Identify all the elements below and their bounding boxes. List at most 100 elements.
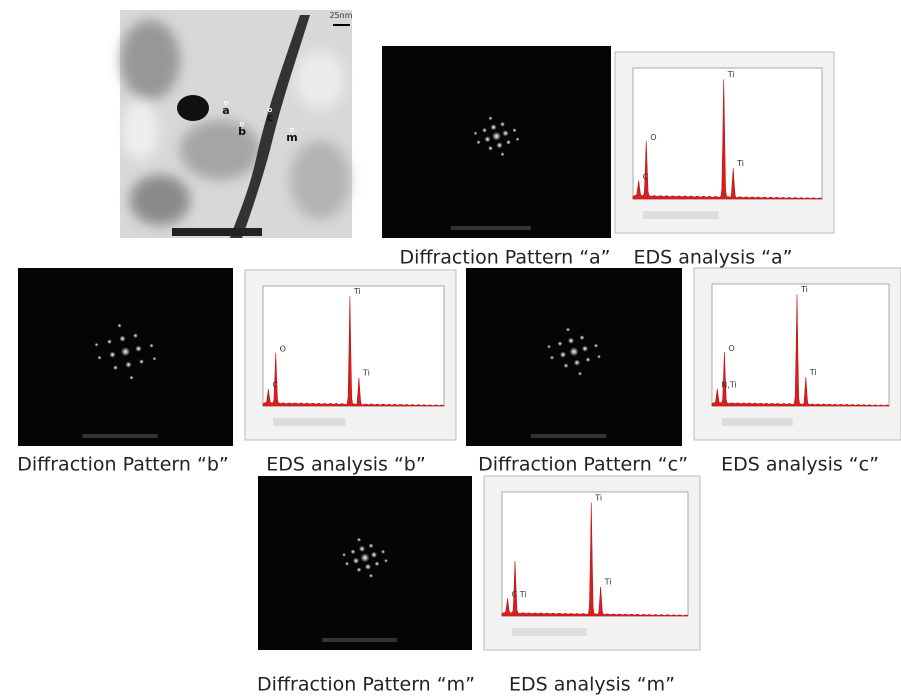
diffraction-spot xyxy=(107,339,112,344)
image-footer xyxy=(451,226,531,230)
diffraction-spot xyxy=(384,559,388,563)
peak-label: O xyxy=(280,345,286,354)
peak-label: C xyxy=(272,381,278,390)
diffraction-spot xyxy=(488,146,493,151)
caption: Diffraction Pattern “b” xyxy=(17,454,228,476)
diffraction-spot xyxy=(109,352,115,358)
image-footer xyxy=(322,638,397,642)
diffraction-spot xyxy=(547,345,551,349)
caption: Diffraction Pattern “m” xyxy=(257,674,475,696)
diffraction-image xyxy=(258,476,472,650)
diffraction-spot xyxy=(129,376,133,380)
plot-frame xyxy=(712,284,889,406)
peak-label: N,Ti xyxy=(721,380,736,389)
diffraction-panel xyxy=(258,476,472,650)
diffraction-spot xyxy=(139,359,144,364)
peak-label: Ti xyxy=(604,578,612,587)
peak-label: Ti xyxy=(727,70,735,79)
diffraction-spot xyxy=(482,128,487,133)
diffraction-spot xyxy=(560,352,566,358)
image-footer xyxy=(531,434,607,438)
caption: EDS analysis “c” xyxy=(721,454,879,476)
plot-footer xyxy=(643,211,719,219)
diffraction-panel xyxy=(382,46,611,238)
diffraction-spot xyxy=(582,346,588,352)
diffraction-spot xyxy=(345,562,349,566)
peak-label: Ti xyxy=(362,369,370,378)
point-label: c xyxy=(267,111,274,124)
peak-label: Ti xyxy=(800,285,808,294)
diffraction-spot xyxy=(506,140,511,145)
diffraction-spot xyxy=(351,549,356,554)
plot-footer xyxy=(273,418,345,426)
diffraction-spot xyxy=(113,365,118,370)
diffraction-spot xyxy=(512,128,516,132)
diffraction-spot xyxy=(488,116,492,120)
diffraction-spot xyxy=(117,324,121,328)
diffraction-spot xyxy=(570,347,579,356)
caption: EDS analysis “a” xyxy=(633,247,792,269)
diffraction-image xyxy=(382,46,611,238)
figure: 25nm ab cm Diffraction Pattern “a” C O Ti Ti ED… xyxy=(0,0,901,698)
diffraction-spot xyxy=(375,561,380,566)
diffraction-spot xyxy=(149,344,153,348)
diffraction-spot xyxy=(580,335,585,340)
caption: Diffraction Pattern “a” xyxy=(399,247,610,269)
peak-label: Ti xyxy=(809,368,817,377)
plot-footer xyxy=(722,418,793,426)
peak-label: C Ti xyxy=(512,590,527,599)
peak-label: O xyxy=(728,344,734,353)
point-label: a xyxy=(222,104,229,117)
diffraction-spot xyxy=(381,550,385,554)
diffraction-spot xyxy=(95,343,99,347)
diffraction-spot xyxy=(135,346,141,352)
diffraction-panel xyxy=(466,268,682,446)
diffraction-spot xyxy=(119,336,125,342)
diffraction-spot xyxy=(586,357,591,362)
diffraction-spot xyxy=(153,357,157,361)
diffraction-spot xyxy=(342,553,346,557)
diffraction-image xyxy=(466,268,682,446)
diffraction-spot xyxy=(125,362,131,368)
diffraction-spot xyxy=(558,341,563,346)
caption: EDS analysis “m” xyxy=(509,674,675,696)
diffraction-spot xyxy=(361,553,370,562)
plot-frame xyxy=(263,286,444,406)
caption: EDS analysis “b” xyxy=(266,454,425,476)
point-label: b xyxy=(238,125,246,138)
diffraction-spot xyxy=(369,574,373,578)
eds-panel: C O Ti Ti xyxy=(245,270,456,440)
micrograph: 25nm xyxy=(120,10,353,238)
diffraction-spot xyxy=(353,558,359,564)
diffraction-spot xyxy=(357,538,361,542)
diffraction-spot xyxy=(484,136,490,142)
caption: Diffraction Pattern “c” xyxy=(478,454,688,476)
eds-panel: N,Ti O Ti Ti xyxy=(694,268,901,440)
peak-label: Ti xyxy=(736,159,744,168)
plot-frame xyxy=(502,492,688,616)
peak-label: Ti xyxy=(353,287,361,296)
plot-frame xyxy=(633,68,822,199)
diffraction-spot xyxy=(568,338,574,344)
diffraction-spot xyxy=(578,372,582,376)
diffraction-spot xyxy=(365,564,371,570)
diffraction-spot xyxy=(516,137,520,141)
diffraction-spot xyxy=(474,131,478,135)
diffraction-image xyxy=(18,268,233,446)
diffraction-spot xyxy=(369,543,374,548)
diffraction-spot xyxy=(476,140,480,144)
diffraction-spot xyxy=(371,552,377,558)
diffraction-spot xyxy=(490,124,496,130)
diffraction-spot xyxy=(496,142,502,148)
diffraction-spot xyxy=(597,355,601,359)
diffraction-spot xyxy=(359,546,365,552)
diffraction-spot xyxy=(133,333,138,338)
diffraction-spot xyxy=(97,356,101,360)
peak-label: O xyxy=(650,133,656,142)
diffraction-panel xyxy=(18,268,233,446)
diffraction-spot xyxy=(550,356,554,360)
diffraction-spot xyxy=(566,328,570,332)
point-label: m xyxy=(286,131,297,144)
